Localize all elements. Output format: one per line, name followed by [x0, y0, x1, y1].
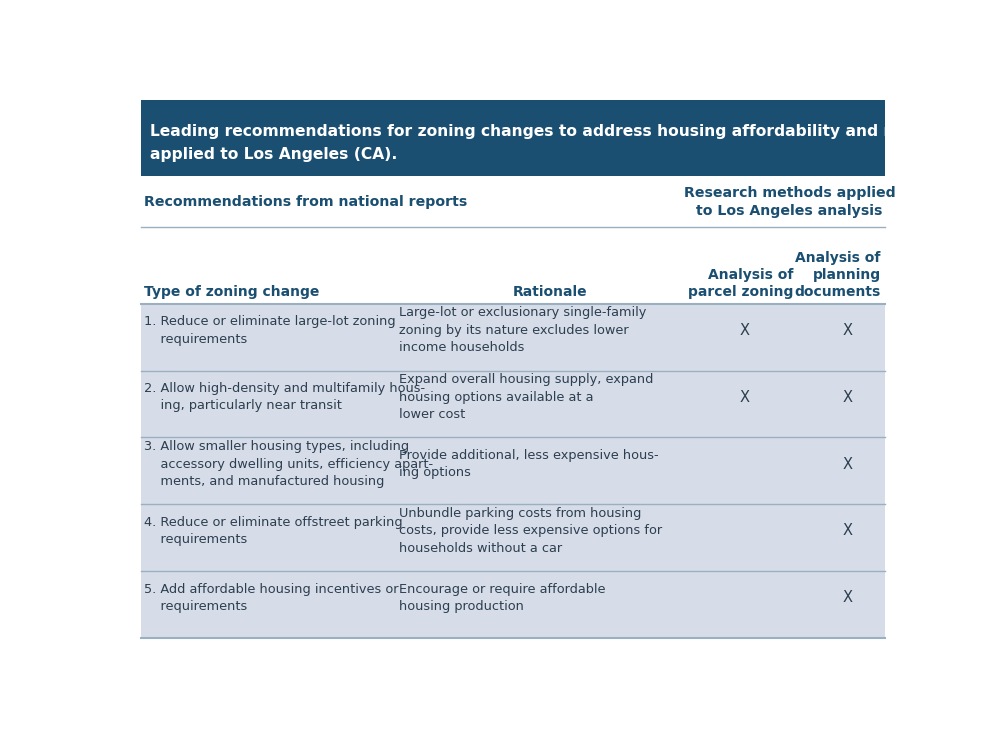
- Text: Leading recommendations for zoning changes to address housing affordability and : Leading recommendations for zoning chang…: [150, 124, 1000, 138]
- FancyBboxPatch shape: [140, 370, 885, 437]
- Text: X: X: [842, 523, 852, 539]
- Text: Recommendations from national reports: Recommendations from national reports: [144, 194, 468, 209]
- Text: Research methods applied
to Los Angeles analysis: Research methods applied to Los Angeles …: [684, 185, 895, 218]
- Text: X: X: [842, 323, 852, 338]
- FancyBboxPatch shape: [140, 571, 885, 638]
- Text: X: X: [842, 389, 852, 405]
- Text: X: X: [740, 323, 750, 338]
- Text: Rationale: Rationale: [512, 285, 587, 299]
- Text: 1. Reduce or eliminate large-lot zoning
    requirements: 1. Reduce or eliminate large-lot zoning …: [144, 315, 396, 346]
- FancyBboxPatch shape: [140, 176, 885, 638]
- Text: 5. Add affordable housing incentives or
    requirements: 5. Add affordable housing incentives or …: [144, 583, 399, 613]
- Text: Unbundle parking costs from housing
costs, provide less expensive options for
ho: Unbundle parking costs from housing cost…: [399, 507, 662, 555]
- Text: X: X: [842, 590, 852, 605]
- FancyBboxPatch shape: [140, 437, 885, 504]
- Text: 3. Allow smaller housing types, including
    accessory dwelling units, efficien: 3. Allow smaller housing types, includin…: [144, 440, 434, 488]
- FancyBboxPatch shape: [140, 504, 885, 571]
- FancyBboxPatch shape: [140, 99, 885, 176]
- Text: Expand overall housing supply, expand
housing options available at a
lower cost: Expand overall housing supply, expand ho…: [399, 373, 653, 421]
- Text: 2. Allow high-density and multifamily hous-
    ing, particularly near transit: 2. Allow high-density and multifamily ho…: [144, 382, 426, 412]
- Text: X: X: [842, 456, 852, 472]
- Text: Large-lot or exclusionary single-family
zoning by its nature excludes lower
inco: Large-lot or exclusionary single-family …: [399, 306, 646, 354]
- Text: 4. Reduce or eliminate offstreet parking
    requirements: 4. Reduce or eliminate offstreet parking…: [144, 516, 403, 546]
- Text: Provide additional, less expensive hous-
ing options: Provide additional, less expensive hous-…: [399, 449, 658, 479]
- FancyBboxPatch shape: [140, 304, 885, 370]
- Text: X: X: [740, 389, 750, 405]
- Text: Analysis of
planning
documents: Analysis of planning documents: [794, 250, 881, 299]
- Text: Analysis of
parcel zoning: Analysis of parcel zoning: [688, 268, 794, 299]
- Text: Type of zoning change: Type of zoning change: [144, 285, 320, 299]
- Text: applied to Los Angeles (CA).: applied to Los Angeles (CA).: [150, 147, 397, 163]
- Text: Encourage or require affordable
housing production: Encourage or require affordable housing …: [399, 583, 605, 613]
